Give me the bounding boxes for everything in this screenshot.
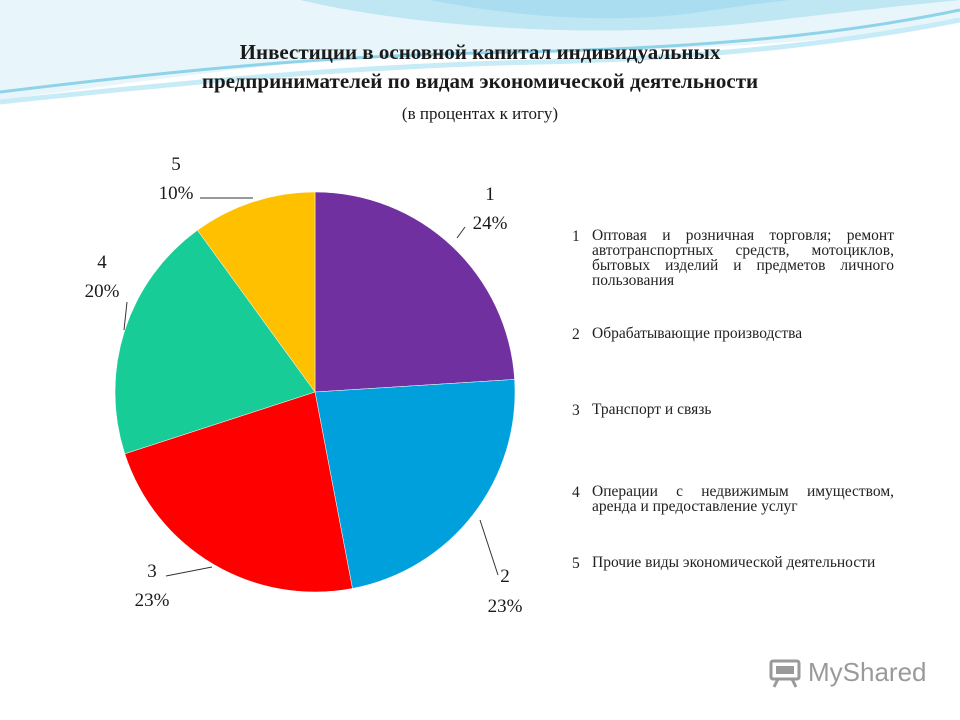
leader-line-4 <box>123 301 128 331</box>
pie-slice-2 <box>314 379 516 589</box>
title-line-1: Инвестиции в основной капитал индивидуал… <box>239 40 721 64</box>
legend-number: 3 <box>572 402 580 419</box>
pie-slice-1 <box>314 191 515 393</box>
legend-item-5: 5 Прочие виды экономической деятельности <box>572 555 894 573</box>
pie-slice-5 <box>197 191 316 393</box>
legend-item-1: 1 Оптовая и розничная торговля; ремонт а… <box>572 227 894 289</box>
pie-slice-4 <box>114 229 316 455</box>
slice-percent-label: 10% <box>159 183 194 204</box>
pie-slice-3 <box>124 391 353 593</box>
slice-category-label: 3 <box>147 561 157 582</box>
legend-text: Обрабатывающие производства <box>592 325 803 342</box>
slice-category-label: 4 <box>97 252 107 273</box>
slice-category-label: 5 <box>171 154 181 175</box>
leader-line-2 <box>479 519 499 576</box>
slice-percent-label: 23% <box>135 590 170 611</box>
leader-line-3 <box>165 566 213 577</box>
slice-category-label: 2 <box>500 566 510 587</box>
slice-percent-label: 23% <box>488 596 523 617</box>
legend-item-4: 4 Операции с недвижимым имуществом, арен… <box>572 483 894 515</box>
legend-text: Оптовая и розничная торговля; ремонт авт… <box>592 227 894 289</box>
legend-text: Прочие виды экономической деятельности <box>592 554 876 571</box>
legend-number: 5 <box>572 555 580 572</box>
legend-number: 2 <box>572 326 580 343</box>
myshared-logo: MyShared <box>768 657 927 688</box>
leader-line-1 <box>456 226 466 239</box>
legend-text: Транспорт и связь <box>592 401 712 418</box>
chart-subtitle: (в процентах к итогу) <box>401 104 559 123</box>
legend-text: Операции с недвижимым имуществом, аренда… <box>592 483 894 515</box>
slice-percent-label: 20% <box>85 281 120 302</box>
chart-title: Инвестиции в основной капитал индивидуал… <box>0 38 960 126</box>
slice-percent-label: 24% <box>473 213 508 234</box>
legend-item-2: 2 Обрабатывающие производства <box>572 326 894 344</box>
logo-text: MyShared <box>808 657 927 687</box>
title-line-2: предпринимателей по видам экономической … <box>201 69 759 93</box>
presentation-board-icon <box>769 659 801 688</box>
legend-number: 4 <box>572 484 580 501</box>
legend-item-3: 3 Транспорт и связь <box>572 402 894 420</box>
slice-category-label: 1 <box>485 184 495 205</box>
legend-number: 1 <box>572 228 580 245</box>
